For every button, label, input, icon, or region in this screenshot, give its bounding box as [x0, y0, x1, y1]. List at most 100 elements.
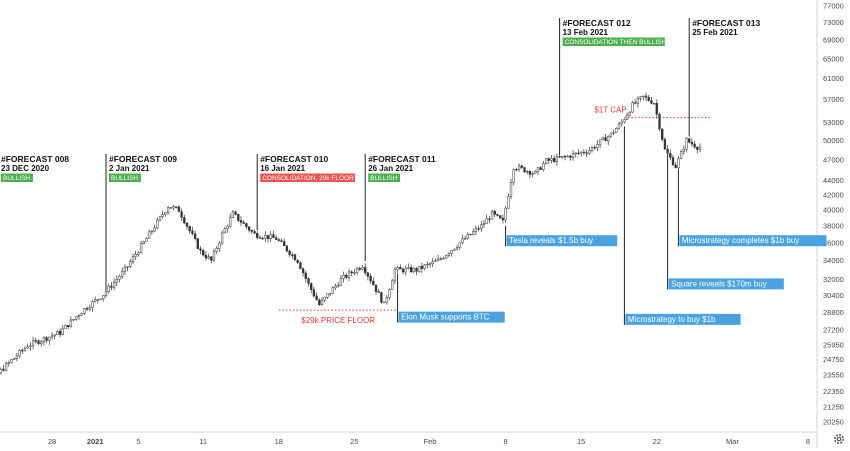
- candle-body: [553, 158, 555, 161]
- candle-body: [281, 241, 283, 242]
- candle-body: [165, 212, 167, 214]
- candle-body: [62, 329, 64, 334]
- candle-body: [275, 238, 277, 240]
- candle-body: [197, 239, 199, 249]
- candle-body: [386, 298, 388, 302]
- candle-body: [51, 336, 53, 337]
- candle-body: [289, 251, 291, 255]
- candle-body: [202, 250, 204, 255]
- event-label: Square reveals $170m buy: [671, 279, 767, 288]
- candle-body: [397, 267, 399, 269]
- candle-body: [194, 234, 196, 239]
- forecast-badge-label: BULLISH: [370, 175, 397, 182]
- forecast-title: #FORECAST 008: [1, 154, 69, 164]
- candle-body: [227, 226, 229, 228]
- candle-body: [286, 246, 288, 251]
- event-label: Elon Musk supports BTC: [401, 313, 490, 322]
- candle-body: [219, 243, 221, 248]
- candle-body: [208, 257, 210, 258]
- y-tick-label: 23550: [823, 370, 844, 379]
- candle-body: [316, 296, 318, 300]
- gear-icon[interactable]: [832, 432, 846, 446]
- candle-body: [67, 325, 69, 327]
- y-tick-label: 21250: [823, 402, 844, 411]
- candle-body: [240, 220, 242, 222]
- candle-body: [89, 308, 91, 310]
- forecast-badge-label: CONSOLIDATION, 29k FLOOR: [262, 175, 354, 182]
- candle-body: [313, 290, 315, 296]
- candle-body: [359, 268, 361, 269]
- candle-body: [683, 149, 685, 151]
- candle-body: [129, 262, 131, 267]
- candle-body: [480, 225, 482, 229]
- candle-body: [645, 96, 647, 97]
- x-tick-label: 18: [275, 437, 283, 446]
- candle-body: [416, 268, 418, 271]
- candle-body: [75, 317, 77, 320]
- candle-body: [151, 231, 153, 232]
- candle-body: [462, 239, 464, 243]
- forecast-title: #FORECAST 013: [692, 18, 760, 28]
- candle-body: [111, 286, 113, 287]
- candle-body: [21, 350, 23, 351]
- forecast-title: #FORECAST 011: [368, 154, 436, 164]
- candle-body: [572, 154, 574, 158]
- event-label: Microstrategy completes $1b buy: [682, 236, 799, 245]
- candle-body: [108, 286, 110, 292]
- candle-body: [583, 152, 585, 153]
- candle-body: [410, 267, 412, 271]
- candle-body: [534, 171, 536, 173]
- event-label: Tesla reveals $1.5b buy: [509, 236, 593, 245]
- candle-body: [65, 325, 67, 329]
- candle-body: [216, 248, 218, 251]
- y-tick-label: 47000: [823, 155, 844, 164]
- candle-body: [5, 363, 7, 370]
- y-tick-label: 65000: [823, 54, 844, 63]
- candle-body: [235, 212, 237, 214]
- candle-body: [624, 120, 626, 123]
- candle-body: [11, 360, 13, 363]
- candle-body: [232, 212, 234, 218]
- candle-body: [470, 234, 472, 235]
- candle-body: [383, 302, 385, 303]
- candle-body: [421, 266, 423, 268]
- forecast-badge-label: CONSOLIDATION THEN BULLISH: [565, 39, 667, 46]
- x-tick-label: Mar: [726, 437, 739, 446]
- candle-body: [389, 290, 391, 298]
- x-tick-label: 25: [350, 437, 358, 446]
- candle-body: [78, 315, 80, 316]
- candle-body: [124, 267, 126, 271]
- candle-body: [92, 301, 94, 307]
- candle-body: [605, 138, 607, 141]
- candle-body: [297, 260, 299, 262]
- forecast-date: 13 Feb 2021: [563, 28, 609, 37]
- x-tick-label: 8: [504, 437, 508, 446]
- y-tick-label: 53000: [823, 118, 844, 127]
- candle-body: [491, 211, 493, 219]
- candle-body: [502, 218, 504, 220]
- candle-body: [483, 224, 485, 225]
- candle-body: [70, 320, 72, 327]
- candle-body: [300, 263, 302, 269]
- candle-body: [667, 149, 669, 153]
- candle-body: [270, 235, 272, 239]
- candle-body: [529, 171, 531, 174]
- candle-body: [575, 153, 577, 154]
- candle-body: [543, 164, 545, 170]
- candle-body: [116, 279, 118, 282]
- candle-body: [143, 241, 145, 243]
- candle-body: [321, 300, 323, 305]
- candle-body: [16, 356, 18, 358]
- candle-body: [154, 228, 156, 231]
- candle-body: [399, 267, 401, 269]
- candle-body: [329, 293, 331, 294]
- candle-body: [424, 265, 426, 269]
- candle-body: [545, 159, 547, 164]
- candle-body: [467, 234, 469, 238]
- y-tick-label: 44000: [823, 176, 844, 185]
- candle-body: [556, 156, 558, 161]
- candle-body: [661, 129, 663, 140]
- candle-body: [540, 168, 542, 170]
- y-tick-label: 38000: [823, 221, 844, 230]
- candle-body: [345, 275, 347, 277]
